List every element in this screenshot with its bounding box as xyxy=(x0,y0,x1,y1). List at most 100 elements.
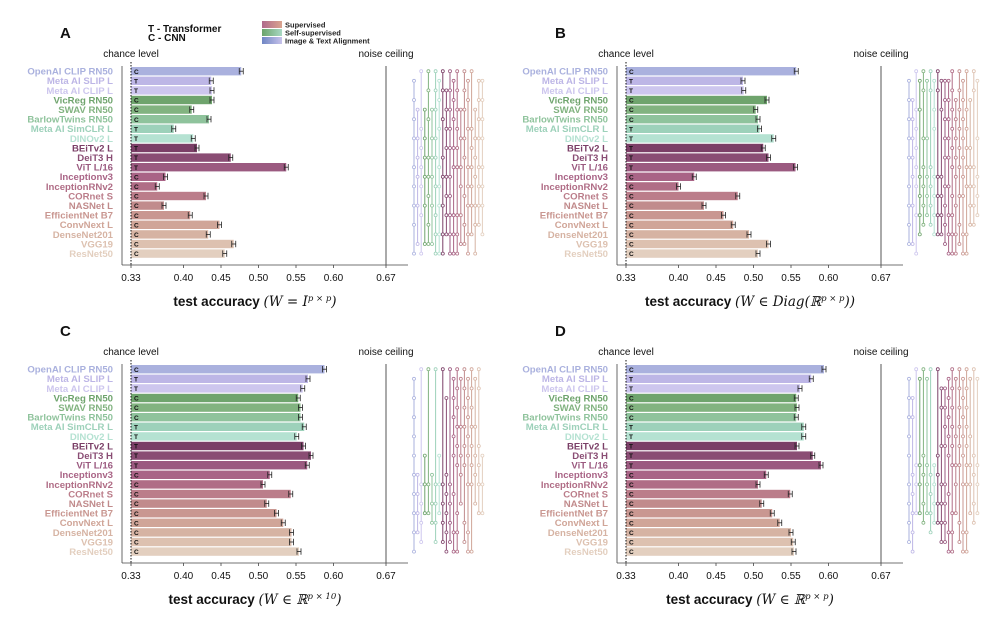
comparison-dot xyxy=(964,482,969,487)
comparison-dot xyxy=(957,386,962,391)
comparison-dot xyxy=(433,136,438,141)
comparison-dot xyxy=(910,530,915,535)
comparison-dot xyxy=(419,540,424,544)
comparison-dot xyxy=(907,98,911,102)
model-label: VicReg RN50 xyxy=(53,393,113,404)
bar-meta-ai-simclr-l xyxy=(626,124,760,133)
comparison-dot xyxy=(946,453,951,458)
arch-label: T xyxy=(134,78,138,85)
arch-label: T xyxy=(134,126,138,133)
bar-row: C SWAV RN50 xyxy=(553,403,800,414)
bar-meta-ai-clip-l xyxy=(626,86,744,95)
model-label: DenseNet201 xyxy=(53,528,114,539)
comparison-dot xyxy=(462,222,467,227)
comparison-dot xyxy=(910,511,915,516)
arch-label: C xyxy=(134,117,139,124)
comparison-dot xyxy=(458,501,463,506)
bar-row: C Inceptionv3 xyxy=(60,470,273,481)
comparison-dot xyxy=(473,251,478,256)
comparison-dot xyxy=(444,107,449,112)
comparison-dot xyxy=(480,98,485,102)
model-label: VicReg RN50 xyxy=(53,95,113,106)
comparison-dot xyxy=(437,511,442,516)
comparison-dot xyxy=(932,463,937,468)
model-label: ResNet50 xyxy=(564,547,608,558)
comparison-dot xyxy=(455,463,460,468)
bar-vicreg-rn50 xyxy=(626,95,767,105)
bar-dinov2-l xyxy=(131,432,297,441)
comparison-dot xyxy=(433,482,438,487)
comparison-dot xyxy=(415,242,420,246)
x-tick-label: 0.67 xyxy=(376,571,396,582)
comparison-dot xyxy=(433,155,438,160)
bar-row: T Meta AI SLIP L xyxy=(47,374,311,385)
comparison-dot xyxy=(412,376,416,381)
comparison-dot xyxy=(928,69,933,74)
arch-label: T xyxy=(134,424,138,431)
bar-row: C VGG19 xyxy=(81,239,237,250)
comparison-dot xyxy=(925,376,929,381)
comparison-dot xyxy=(946,232,951,237)
bar-densenet201 xyxy=(626,230,749,239)
comparison-dot xyxy=(448,213,452,218)
comparison-dot xyxy=(466,98,470,102)
significance-matrix xyxy=(412,367,485,554)
comparison-dot xyxy=(444,88,449,93)
comparison-dot xyxy=(469,232,474,237)
comparison-dot xyxy=(415,174,420,179)
bar-barlowtwins-rn50 xyxy=(131,115,209,124)
comparison-dot xyxy=(964,444,969,448)
comparison-dot xyxy=(939,213,944,218)
comparison-dot xyxy=(448,232,452,237)
bar-deit3-h xyxy=(626,451,813,460)
comparison-dot xyxy=(440,174,445,179)
comparison-dot xyxy=(925,511,929,516)
comparison-dot xyxy=(455,69,460,74)
model-label: ConvNext L xyxy=(60,518,113,529)
comparison-dot xyxy=(444,213,449,218)
comparison-dot xyxy=(430,501,434,506)
comparison-dot xyxy=(957,88,962,93)
legend-cnn: C - CNN xyxy=(148,33,186,44)
arch-label: C xyxy=(629,174,634,181)
comparison-dot xyxy=(907,184,911,189)
comparison-dot xyxy=(462,463,467,468)
comparison-dot xyxy=(462,242,467,246)
bar-deit3-h xyxy=(131,451,311,460)
arch-label: C xyxy=(629,98,634,105)
comparison-dot xyxy=(412,415,416,420)
model-label: ViT L/16 xyxy=(571,163,608,174)
model-label: Inceptionv3 xyxy=(555,172,608,183)
comparison-dot xyxy=(946,78,951,83)
model-label: Meta AI SLIP L xyxy=(47,374,113,385)
comparison-dot xyxy=(932,232,937,237)
comparison-dot xyxy=(946,530,951,535)
comparison-dot xyxy=(466,165,470,170)
comparison-dot xyxy=(961,136,965,141)
arch-label: C xyxy=(134,222,139,229)
model-label: Meta AI SimCLR L xyxy=(526,422,608,433)
bar-vgg19 xyxy=(131,239,234,249)
bar-row: C CORnet S xyxy=(68,191,209,202)
comparison-dot xyxy=(448,107,452,112)
comparison-dot xyxy=(455,530,460,535)
comparison-dot xyxy=(469,424,474,429)
bar-row: C InceptionRNv2 xyxy=(541,182,681,193)
legend-transformer: T - Transformer xyxy=(148,24,221,35)
comparison-dot xyxy=(943,520,947,525)
comparison-dot xyxy=(957,165,962,170)
comparison-dot xyxy=(419,251,424,256)
bar-vit-l-16 xyxy=(626,461,821,470)
arch-label: T xyxy=(629,146,633,153)
comparison-dot xyxy=(907,136,911,141)
arch-label: T xyxy=(134,155,138,162)
bar-nasnet-l xyxy=(131,201,164,210)
bar-row: C SWAV RN50 xyxy=(553,105,759,116)
bar-openai-clip-rn50 xyxy=(131,67,242,76)
comparison-dot xyxy=(455,107,460,112)
comparison-dot xyxy=(412,222,416,227)
comparison-dot xyxy=(433,107,438,112)
comparison-dot xyxy=(462,69,467,74)
comparison-dot xyxy=(910,117,915,122)
comparison-dot xyxy=(917,213,922,218)
